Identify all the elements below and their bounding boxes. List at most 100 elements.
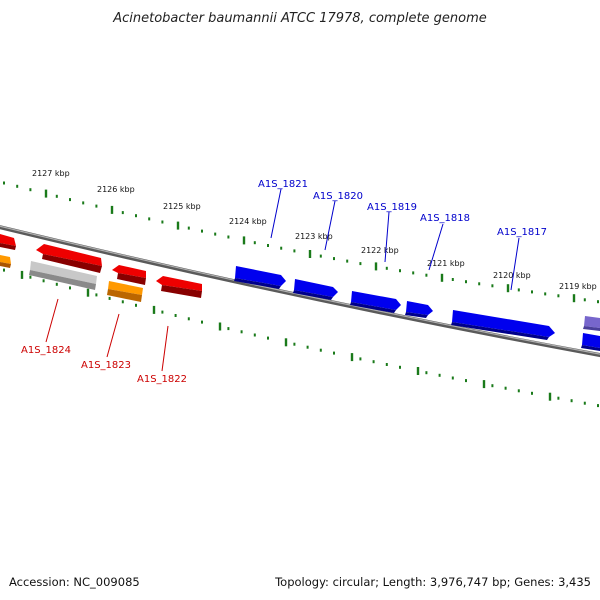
- major-tick: [44, 189, 48, 198]
- leader-line: [106, 313, 120, 358]
- minor-tick: [293, 342, 296, 346]
- major-tick: [20, 270, 24, 279]
- minor-tick: [253, 241, 256, 245]
- minor-tick: [135, 214, 137, 218]
- minor-tick: [517, 288, 520, 292]
- gene-feature-reverse[interactable]: [36, 244, 102, 273]
- minor-tick: [372, 360, 375, 364]
- minor-tick: [465, 379, 467, 383]
- minor-tick: [201, 229, 203, 233]
- scale-label-2123: 2123 kbp: [295, 232, 333, 241]
- gene-feature-purple-edge[interactable]: [583, 316, 600, 331]
- minor-tick: [267, 336, 269, 340]
- accession-text: Accession: NC_009085: [9, 575, 140, 589]
- minor-tick: [240, 330, 243, 334]
- leader-line: [384, 211, 390, 263]
- minor-tick: [135, 303, 137, 307]
- scale-label-2127: 2127 kbp: [32, 169, 70, 178]
- minor-tick: [544, 292, 547, 296]
- major-tick: [218, 322, 222, 331]
- minor-tick: [557, 396, 560, 400]
- scale-label-2124: 2124 kbp: [229, 217, 267, 226]
- minor-tick: [267, 244, 269, 247]
- major-tick: [506, 284, 510, 293]
- genome-backbone-highlight: [0, 225, 600, 355]
- minor-tick: [29, 188, 32, 192]
- gene-feature-forward[interactable]: [350, 291, 401, 313]
- minor-tick: [385, 266, 388, 270]
- minor-tick: [319, 254, 322, 258]
- gene-feature-orange-edge[interactable]: [0, 255, 11, 268]
- leader-line: [270, 188, 282, 239]
- minor-tick: [359, 357, 362, 361]
- major-tick: [110, 205, 114, 214]
- reverse-strand-genes: [0, 234, 202, 302]
- minor-tick: [201, 320, 203, 324]
- leader-line: [324, 200, 336, 251]
- gene-label-a1s-1821[interactable]: A1S_1821: [258, 179, 308, 190]
- gene-feature-reverse[interactable]: [112, 265, 146, 285]
- gene-feature-forward-edge[interactable]: [581, 333, 600, 351]
- gene-feature-forward[interactable]: [293, 279, 338, 300]
- minor-tick: [504, 386, 507, 390]
- minor-tick: [55, 282, 58, 286]
- minor-tick: [597, 404, 599, 408]
- minor-tick: [227, 327, 230, 331]
- minor-tick: [491, 284, 494, 288]
- gene-feature-gray[interactable]: [29, 261, 97, 290]
- minor-tick: [319, 348, 322, 352]
- gene-feature-forward[interactable]: [405, 301, 433, 318]
- major-tick: [572, 294, 576, 303]
- leader-line: [161, 325, 169, 372]
- gene-label-a1s-1818[interactable]: A1S_1818: [420, 213, 470, 224]
- minor-tick: [451, 278, 454, 281]
- minor-tick: [583, 298, 586, 302]
- gene-feature-forward[interactable]: [234, 266, 286, 289]
- minor-tick: [583, 401, 586, 405]
- upper-tick-track: [3, 181, 599, 304]
- minor-tick: [399, 269, 401, 273]
- minor-tick: [451, 376, 454, 380]
- minor-tick: [95, 204, 98, 208]
- minor-tick: [557, 294, 560, 298]
- gene-feature-reverse-edge[interactable]: [0, 234, 16, 250]
- minor-tick: [214, 232, 217, 236]
- gene-label-a1s-1820[interactable]: A1S_1820: [313, 191, 363, 202]
- minor-tick: [597, 300, 599, 304]
- major-tick: [284, 338, 288, 347]
- minor-tick: [148, 217, 151, 221]
- gene-label-a1s-1822[interactable]: A1S_1822: [137, 374, 187, 385]
- minor-tick: [333, 351, 335, 355]
- major-tick: [548, 392, 552, 401]
- major-tick: [152, 305, 156, 314]
- gene-label-a1s-1817[interactable]: A1S_1817: [497, 227, 547, 238]
- gene-label-a1s-1823[interactable]: A1S_1823: [81, 360, 131, 371]
- gene-feature-orange[interactable]: [107, 281, 143, 302]
- minor-tick: [425, 371, 428, 375]
- gene-label-a1s-1824[interactable]: A1S_1824: [21, 345, 71, 356]
- minor-tick: [161, 220, 164, 224]
- minor-tick: [385, 363, 388, 366]
- gene-label-a1s-1819[interactable]: A1S_1819: [367, 202, 417, 213]
- minor-tick: [306, 345, 309, 349]
- gene-feature-reverse[interactable]: [156, 276, 202, 298]
- reverse-gene-labels: A1S_1824 A1S_1823 A1S_1822: [21, 298, 187, 385]
- minor-tick: [438, 373, 441, 377]
- scale-label-2121: 2121 kbp: [427, 259, 465, 268]
- genome-backbone: [0, 225, 600, 358]
- minor-tick: [293, 249, 296, 253]
- major-tick: [482, 380, 486, 389]
- minor-tick: [121, 300, 124, 304]
- minor-tick: [161, 310, 164, 314]
- minor-tick: [29, 275, 32, 279]
- leader-line: [428, 223, 444, 271]
- minor-tick: [69, 286, 71, 290]
- leader-line: [45, 298, 59, 343]
- gene-feature-forward[interactable]: [451, 310, 555, 340]
- minor-tick: [82, 201, 85, 205]
- major-tick: [374, 262, 378, 271]
- major-tick: [86, 288, 90, 297]
- minor-tick: [359, 262, 362, 266]
- major-tick: [308, 250, 312, 258]
